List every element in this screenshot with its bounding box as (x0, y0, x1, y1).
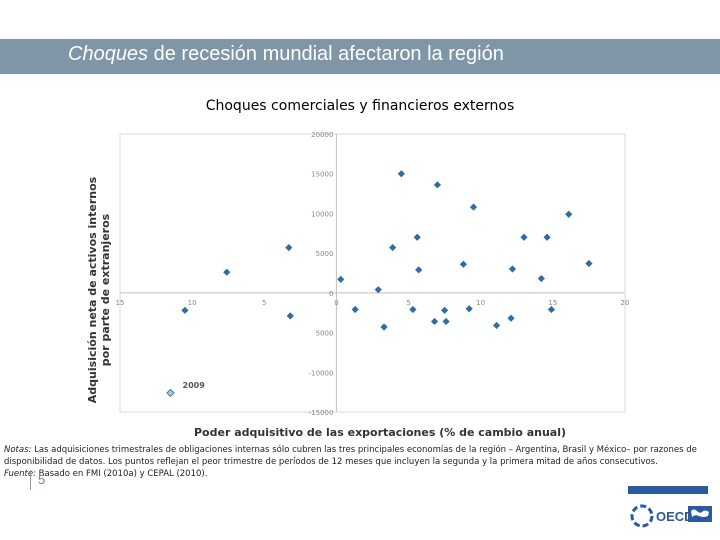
x-tick-label: 15 (548, 299, 557, 307)
y-axis-label-line1: Adquisición neta de activos internos (86, 176, 99, 403)
source-label: Fuente: (4, 469, 36, 479)
x-tick-label: 15 (116, 299, 125, 307)
highlight-point (166, 388, 175, 398)
x-tick-label: 0 (334, 299, 338, 307)
data-point (413, 233, 421, 241)
data-point (469, 203, 478, 211)
x-tick-label: 20 (621, 299, 630, 307)
data-point (520, 233, 528, 241)
data-point (286, 312, 294, 320)
source-text: Basado en FMI (2010a) y CEPAL (2010). (35, 469, 208, 479)
y-tick-label: 5000 (316, 330, 334, 338)
data-point (492, 321, 501, 330)
y-tick-label: 10000 (311, 210, 333, 218)
slide-title: Choques de recesión mundial afectaron la… (68, 43, 504, 66)
data-point (441, 306, 449, 314)
page-number: 5 (38, 472, 46, 487)
data-point (507, 314, 515, 322)
data-points (181, 170, 593, 331)
notes-text: Las adquisiciones trimestrales de obliga… (4, 445, 697, 467)
data-point (337, 275, 345, 283)
highlight-point-label: 2009 (183, 381, 206, 390)
y-tick-label: 20000 (311, 131, 333, 139)
y-tick-label: 0 (329, 290, 333, 298)
x-axis-label: Poder adquisitivo de las exportaciones (… (194, 426, 566, 439)
data-point (374, 286, 382, 294)
data-point (351, 305, 359, 314)
data-point (430, 317, 439, 326)
data-point (397, 170, 405, 178)
logo-header-bar (628, 486, 708, 494)
data-point (409, 305, 417, 314)
oecd-circle-icon (630, 504, 654, 528)
data-point (442, 317, 450, 326)
data-point (547, 305, 556, 314)
logo-text: OECD (656, 509, 694, 524)
scatter-chart: 15 10 5 0 5 10 15 20 -15000 -10000 5000 0 5000 10000… (86, 131, 630, 439)
slide-title-rest: de recesión mundial afectaron la región (148, 43, 504, 65)
data-point (285, 243, 293, 252)
x-tick-label: 5 (406, 299, 410, 307)
data-point (459, 260, 467, 268)
data-point (181, 306, 189, 314)
y-tick-label: 5000 (316, 250, 334, 258)
y-tick-labels: -15000 -10000 5000 0 5000 10000 15000 20000 (309, 131, 334, 417)
y-tick-label: 15000 (311, 171, 333, 179)
data-point (585, 259, 593, 268)
x-tick-label: 5 (262, 299, 266, 307)
data-point (508, 265, 517, 273)
y-tick-label: -10000 (309, 369, 334, 377)
oecd-logo: OECD (626, 480, 712, 536)
title-bar: Choques de recesión mundial afectaron la… (0, 39, 720, 74)
x-tick-label: 10 (476, 299, 485, 307)
notes-label: Notas: (4, 445, 32, 455)
data-point (223, 268, 231, 276)
data-point (380, 323, 388, 331)
data-point (537, 274, 545, 283)
world-map-icon (688, 506, 712, 522)
y-axis-label-line2: por parte de extranjeros (99, 213, 112, 366)
highlight-points: 2009 (166, 381, 206, 398)
source-paragraph: Fuente: Basado en FMI (2010a) y CEPAL (2… (4, 468, 712, 480)
notes-block: Notas: Las adquisiciones trimestrales de… (4, 444, 712, 480)
x-tick-labels: 15 10 5 0 5 10 15 20 (116, 299, 630, 307)
data-point (415, 266, 423, 274)
y-axis-label-group: Adquisición neta de activos internos por… (86, 176, 112, 403)
x-tick-label: 10 (188, 299, 197, 307)
plot-frame (119, 133, 626, 413)
data-point (389, 243, 397, 252)
slide-title-italic: Choques (68, 43, 149, 65)
y-tick-label: -15000 (309, 409, 334, 417)
data-point (543, 233, 551, 241)
data-point (565, 210, 573, 218)
data-point (465, 305, 473, 313)
notes-paragraph: Notas: Las adquisiciones trimestrales de… (4, 444, 712, 468)
chart-title: Choques comerciales y financieros extern… (205, 98, 515, 114)
data-point (433, 181, 442, 189)
page-number-divider (30, 470, 31, 490)
